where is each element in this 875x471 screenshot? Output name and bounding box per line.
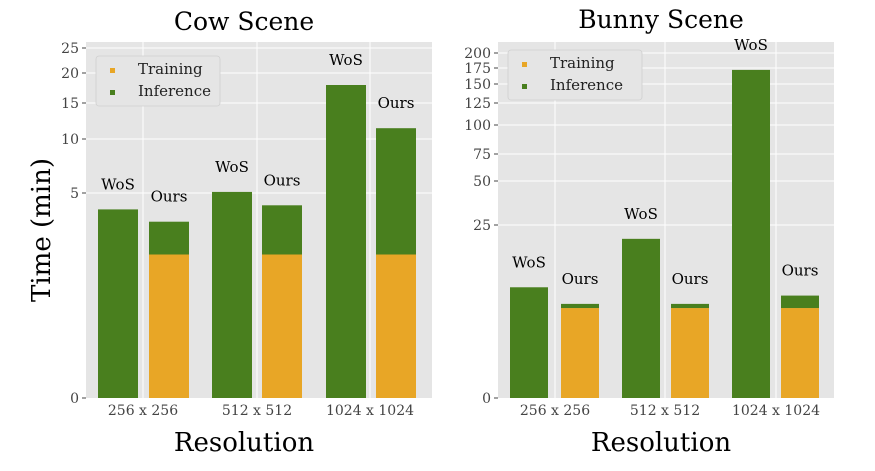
bar-inference-1024-x-1024-ours	[781, 295, 819, 309]
bar-training-1024-x-1024-ours	[376, 254, 416, 398]
legend-swatch-inference	[522, 84, 527, 89]
legend-label-inference: Inference	[550, 76, 623, 94]
x-tick-label-1024-x-1024: 1024 x 1024	[732, 403, 820, 419]
x-tick-label-512-x-512: 512 x 512	[630, 403, 700, 419]
bar-inference-1024-x-1024-wos	[326, 85, 366, 398]
bar-training-512-x-512-ours	[671, 308, 709, 398]
bunny-scene-panel: WoS Ours WoS Ours WoS Ours 0 25 50 75 100 125 15017…	[464, 5, 834, 458]
bar-label-256-x-256-ours: Ours	[562, 270, 599, 288]
bar-label-512-x-512-wos: WoS	[624, 205, 658, 223]
gridlines	[498, 42, 834, 398]
legend-swatch-inference	[110, 90, 115, 95]
bar-label-1024-x-1024-wos: WoS	[329, 51, 363, 69]
bar-training-256-x-256-ours	[149, 254, 189, 398]
bar-inference-256-x-256-ours	[149, 221, 189, 255]
y-tick-label-25: 25	[473, 218, 491, 234]
bar-label-256-x-256-ours: Ours	[151, 188, 188, 206]
legend: Training Inference	[507, 49, 643, 101]
y-tick-label-5: 5	[70, 186, 79, 202]
cow-scene-panel: WoS Ours WoS Ours WoS Ours 0 5 10 15 20 25 256 x 2…	[61, 7, 432, 458]
y-tick-label-150: 150	[464, 77, 491, 93]
chart-title: Cow Scene	[174, 7, 314, 36]
bar-training-256-x-256-ours	[561, 308, 599, 398]
bars: WoS Ours WoS Ours WoS Ours	[510, 36, 819, 399]
bar-label-256-x-256-wos: WoS	[101, 175, 135, 193]
x-ticks: 256 x 256 512 x 512 1024 x 1024	[108, 403, 414, 419]
legend-label-training: Training	[550, 54, 615, 72]
bar-inference-512-x-512-ours	[671, 303, 709, 309]
bar-label-1024-x-1024-ours: Ours	[782, 262, 819, 280]
bar-inference-256-x-256-wos	[510, 287, 548, 398]
y-tick-label-50: 50	[473, 174, 491, 190]
bar-label-512-x-512-wos: WoS	[215, 158, 249, 176]
legend-swatch-training	[110, 68, 115, 73]
legend-box	[95, 55, 221, 107]
y-tick-label-125: 125	[464, 96, 491, 112]
x-tick-label-1024-x-1024: 1024 x 1024	[326, 403, 414, 419]
y-tick-label-0: 0	[482, 391, 491, 407]
y-axis-label: Time (min)	[27, 158, 57, 302]
legend-box	[507, 49, 643, 101]
legend-swatch-training	[522, 62, 527, 67]
bar-inference-256-x-256-ours	[561, 303, 599, 309]
chart-title: Bunny Scene	[578, 5, 744, 34]
bar-training-512-x-512-ours	[262, 254, 302, 398]
x-tick-label-256-x-256: 256 x 256	[520, 403, 590, 419]
y-tick-label-200: 200	[464, 46, 491, 62]
bar-inference-256-x-256-wos	[98, 209, 138, 398]
bar-label-256-x-256-wos: WoS	[512, 253, 546, 271]
x-tick-label-512-x-512: 512 x 512	[222, 403, 292, 419]
bar-label-1024-x-1024-ours: Ours	[378, 94, 415, 112]
bar-label-512-x-512-ours: Ours	[672, 270, 709, 288]
y-ticks: 0 5 10 15 20 25	[61, 41, 86, 407]
bar-inference-512-x-512-wos	[622, 238, 660, 398]
y-tick-label-20: 20	[61, 66, 79, 82]
y-tick-label-0: 0	[70, 391, 79, 407]
bar-inference-1024-x-1024-wos	[732, 69, 770, 399]
x-tick-label-256-x-256: 256 x 256	[108, 403, 178, 419]
legend: Training Inference	[95, 55, 221, 107]
bars: WoS Ours WoS Ours WoS Ours	[98, 51, 416, 398]
plot-background	[498, 42, 834, 398]
x-ticks: 256 x 256 512 x 512 1024 x 1024	[520, 403, 820, 419]
legend-label-training: Training	[138, 60, 203, 78]
bar-inference-512-x-512-wos	[212, 191, 252, 398]
legend-label-inference: Inference	[138, 82, 211, 100]
x-axis-label: Resolution	[591, 428, 731, 458]
y-tick-label-100: 100	[464, 118, 491, 134]
x-axis-label: Resolution	[174, 428, 314, 458]
y-tick-label-75: 75	[473, 147, 491, 163]
bar-inference-512-x-512-ours	[262, 205, 302, 255]
y-tick-label-15: 15	[61, 96, 79, 112]
y-tick-label-175: 175	[464, 61, 491, 77]
bar-training-1024-x-1024-ours	[781, 308, 819, 398]
bar-label-512-x-512-ours: Ours	[264, 171, 301, 189]
bar-label-1024-x-1024-wos: WoS	[734, 36, 768, 54]
y-tick-label-25: 25	[61, 41, 79, 57]
y-tick-label-10: 10	[61, 132, 79, 148]
bar-inference-1024-x-1024-ours	[376, 128, 416, 255]
